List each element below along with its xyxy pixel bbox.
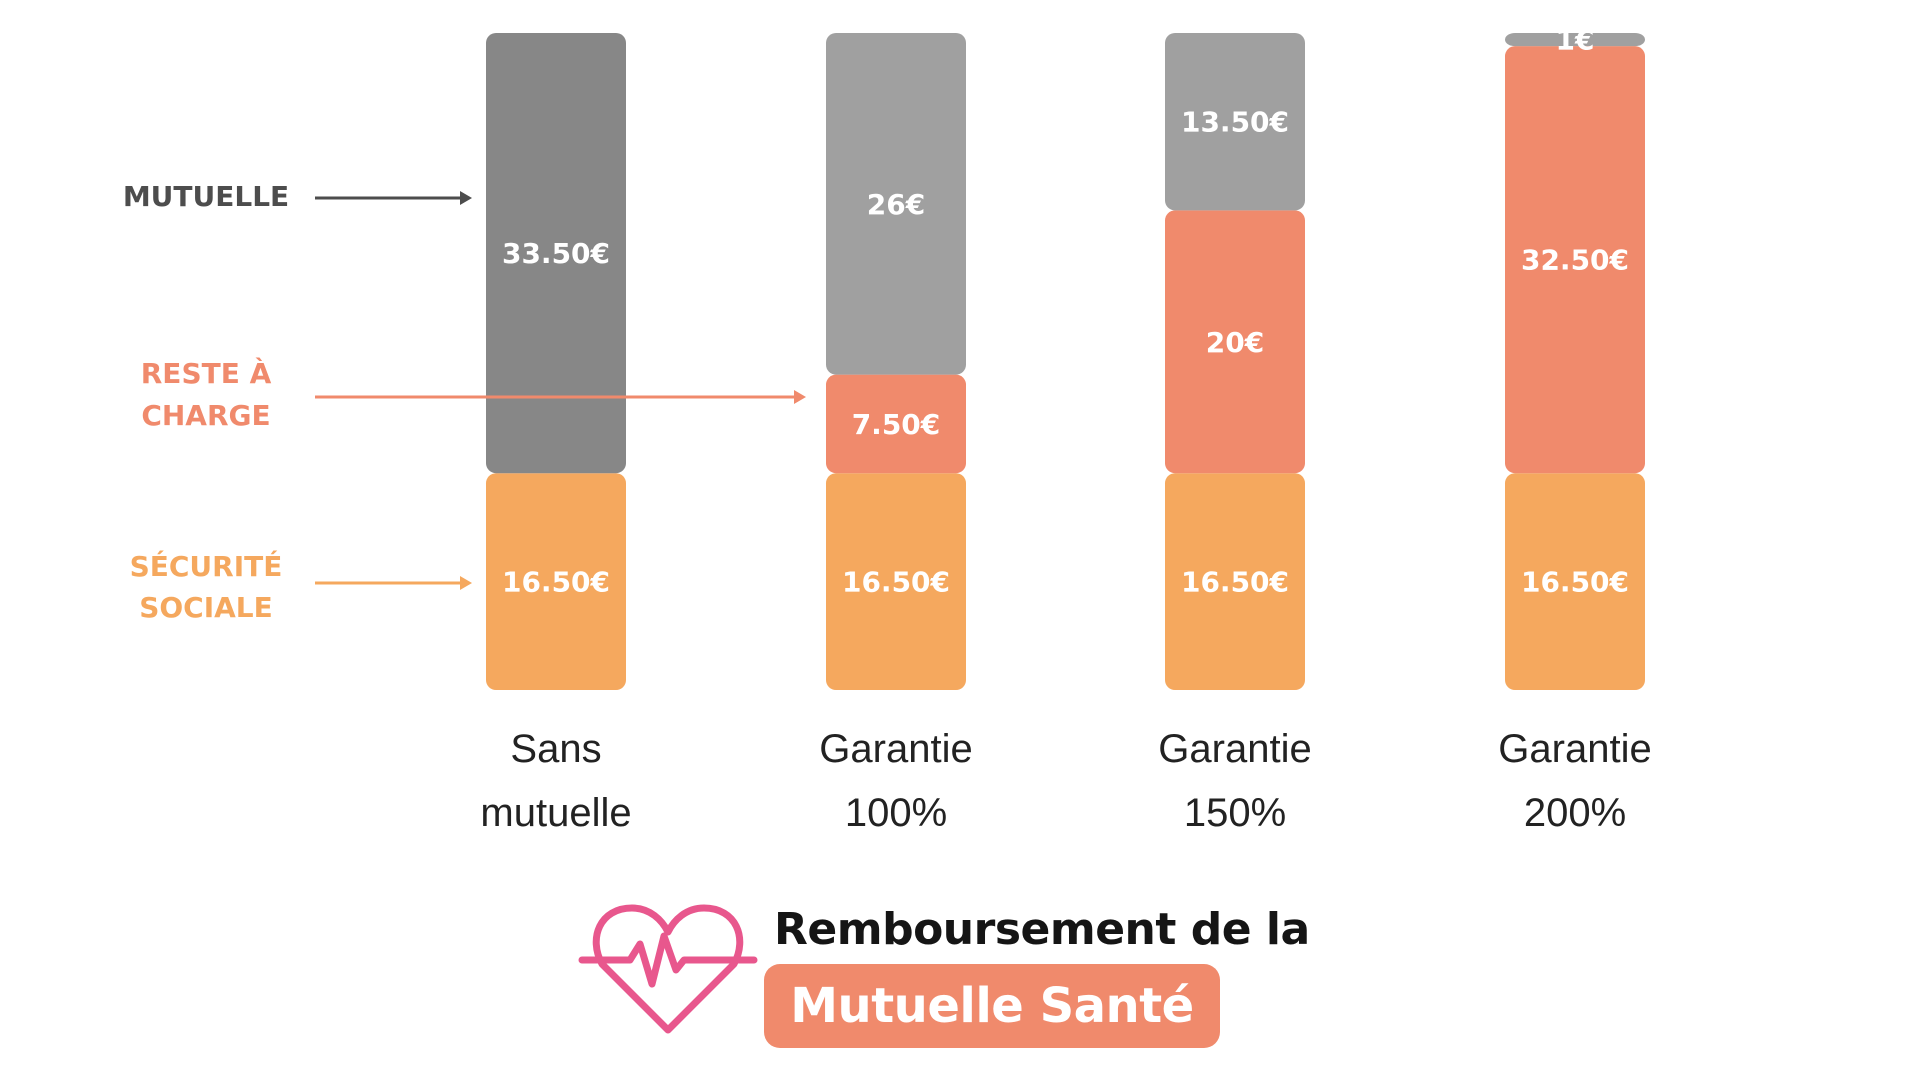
legend-group: SÉCURITÉ SOCIALE RESTE À CHARGE MUTUELLE <box>123 180 806 624</box>
category-label: Garantie <box>1158 727 1311 771</box>
footer-title-line2: Mutuelle Santé <box>790 978 1194 1034</box>
footer-title-line1: Remboursement de la <box>774 904 1310 955</box>
data-label-reste: 20€ <box>1206 326 1264 359</box>
bar-segment-reste <box>826 374 966 474</box>
bar-segment-securite <box>486 473 626 690</box>
heart-pulse-icon <box>578 904 758 1034</box>
category-label: 200% <box>1524 791 1626 835</box>
category-label: 100% <box>845 791 947 835</box>
data-label-securite: 16.50€ <box>1521 566 1629 599</box>
data-label-securite: 16.50€ <box>502 566 610 599</box>
data-label-mutuelle: 13.50€ <box>1181 106 1289 139</box>
bar-segment-securite <box>1165 473 1305 690</box>
legend-arrowhead-reste <box>794 390 806 404</box>
bar-segment-reste <box>1165 210 1305 474</box>
footer-title-badge: Mutuelle Santé <box>764 964 1220 1048</box>
data-label-securite: 16.50€ <box>1181 566 1289 599</box>
category-label: Sans <box>510 727 601 771</box>
reimbursement-stacked-bar-chart: 16.50€ 33.50€ 16.50€ 7.50€ 26€ 16.50€ 20€ 13.50… <box>122 24 1652 835</box>
category-label: 150% <box>1184 791 1286 835</box>
bars-group <box>486 33 1645 690</box>
bar-segment-mutuelle <box>826 33 966 375</box>
legend-label-reste: CHARGE <box>141 399 270 432</box>
bar-segment-mutuelle <box>1165 33 1305 211</box>
data-label-reste: 32.50€ <box>1521 244 1629 277</box>
bar-segment-securite <box>1505 473 1645 690</box>
data-label-mutuelle: 33.50€ <box>502 237 610 270</box>
data-label-mutuelle: 26€ <box>867 188 925 221</box>
legend-label-securite: SÉCURITÉ <box>130 549 283 583</box>
category-label: Garantie <box>1498 727 1651 771</box>
segment-labels-group: 16.50€ 33.50€ 16.50€ 7.50€ 26€ 16.50€ 20€ 13.50… <box>502 24 1629 599</box>
data-label-securite: 16.50€ <box>842 566 950 599</box>
legend-label-securite: SOCIALE <box>139 591 273 624</box>
legend-label-mutuelle: MUTUELLE <box>123 180 289 213</box>
bar-segment-reste <box>1505 46 1645 474</box>
legend-arrowhead-mutuelle <box>460 191 472 205</box>
bar-segment-mutuelle <box>1505 33 1645 47</box>
category-label: Garantie <box>819 727 972 771</box>
bar-segment-mutuelle <box>486 33 626 474</box>
data-label-reste: 7.50€ <box>852 408 941 441</box>
category-labels-group: Sans mutuelle Garantie 100% Garantie 150% Gara… <box>480 727 1651 835</box>
legend-label-reste: RESTE À <box>141 356 272 390</box>
legend-arrowhead-securite <box>460 576 472 590</box>
category-label: mutuelle <box>480 791 631 835</box>
footer-title-block: Remboursement de la Mutuelle Santé <box>578 892 1338 1052</box>
data-label-mutuelle: 1€ <box>1556 24 1595 57</box>
bar-segment-securite <box>826 473 966 690</box>
